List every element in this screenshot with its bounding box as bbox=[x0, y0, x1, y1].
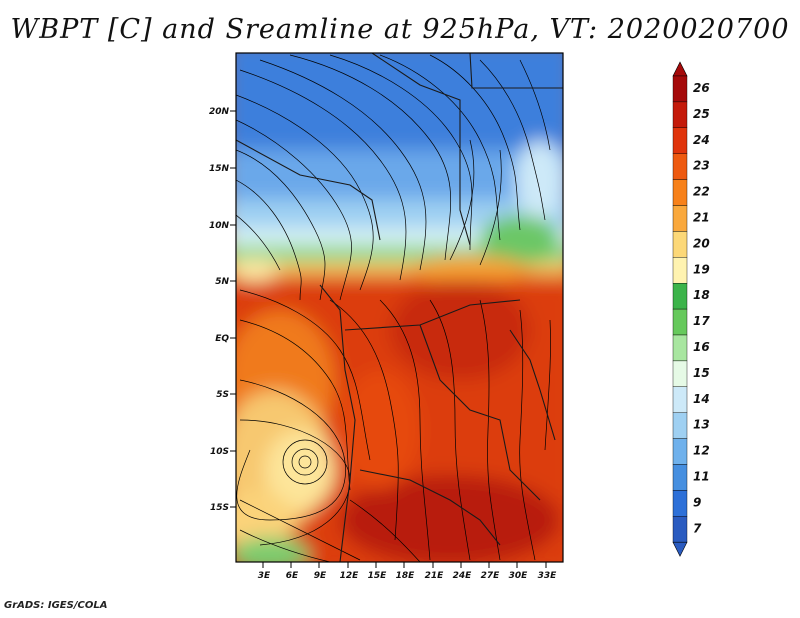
colorbar-swatch bbox=[672, 101, 688, 129]
lon-label: 3E bbox=[258, 571, 271, 581]
colorbar-label: 12 bbox=[693, 444, 710, 458]
colorbar-label: 26 bbox=[693, 81, 710, 95]
lon-label: 21E bbox=[425, 571, 445, 581]
colorbar-label: 16 bbox=[693, 340, 710, 354]
colorbar-label: 24 bbox=[693, 133, 710, 147]
colorbar-label: 14 bbox=[693, 392, 710, 406]
latitude-axis: 20N 15N 10N 5N EQ 5S 10S 15S bbox=[209, 107, 236, 513]
colorbar-label: 18 bbox=[693, 288, 710, 302]
lat-label: 10S bbox=[210, 447, 229, 457]
colorbar-swatch bbox=[672, 257, 688, 284]
colorbar-label: 17 bbox=[693, 314, 710, 328]
colorbar-swatch bbox=[672, 205, 688, 232]
colorbar-label: 23 bbox=[693, 159, 710, 173]
colorbar-swatch bbox=[672, 490, 688, 517]
colorbar-swatch bbox=[672, 153, 688, 180]
colorbar-swatch bbox=[672, 231, 688, 258]
colorbar-label: 15 bbox=[693, 366, 710, 380]
lon-label: 6E bbox=[286, 571, 299, 581]
wbpt-field bbox=[236, 53, 563, 562]
lat-label: 5S bbox=[216, 390, 229, 400]
lon-label: 9E bbox=[314, 571, 327, 581]
lat-label: 15N bbox=[209, 164, 230, 174]
country-borders bbox=[236, 53, 563, 562]
colorbar-label: 25 bbox=[693, 107, 710, 121]
colorbar-swatch bbox=[672, 464, 688, 491]
colorbar-swatch bbox=[672, 179, 688, 206]
colorbar-swatch bbox=[672, 412, 688, 439]
colorbar-swatch bbox=[672, 283, 688, 310]
colorbar-swatch bbox=[672, 308, 688, 336]
colorbar-label: 22 bbox=[693, 185, 710, 199]
colorbar-swatch bbox=[672, 360, 688, 387]
lon-label: 24E bbox=[453, 571, 473, 581]
map-title: WBPT [C] and Sreamline at 925hPa, VT: 20… bbox=[10, 14, 790, 45]
lat-label: 15S bbox=[210, 503, 229, 513]
colorbar-label: 20 bbox=[693, 236, 710, 250]
lat-label: EQ bbox=[215, 334, 229, 344]
colorbar-label: 21 bbox=[693, 211, 710, 225]
colorbar-label: 13 bbox=[693, 418, 710, 432]
colorbar-label: 9 bbox=[693, 495, 701, 509]
lon-label: 27E bbox=[481, 571, 501, 581]
map-frame bbox=[235, 52, 564, 563]
lon-label: 12E bbox=[340, 571, 360, 581]
colorbar-swatch bbox=[672, 334, 688, 362]
colorbar-label: 11 bbox=[693, 470, 710, 484]
lat-label: 20N bbox=[209, 107, 230, 117]
colorbar-swatch bbox=[672, 75, 688, 103]
lat-label: 10N bbox=[209, 221, 230, 231]
colorbar-label: 19 bbox=[693, 262, 710, 276]
colorbar-swatch bbox=[672, 438, 688, 465]
colorbar-max-arrow bbox=[672, 61, 688, 77]
streamlines bbox=[236, 54, 551, 562]
colorbar-swatch bbox=[672, 516, 688, 543]
longitude-axis: 3E 6E 9E 12E 15E 18E 21E 24E 27E 30E 33E bbox=[258, 562, 557, 581]
lon-label: 33E bbox=[538, 571, 558, 581]
colorbar: 26 25 24 23 22 21 20 19 18 17 16 15 14 13 12 11 9 7 bbox=[672, 61, 710, 557]
colorbar-label: 7 bbox=[693, 521, 702, 535]
footer-credit: GrADS: IGES/COLA bbox=[4, 600, 108, 611]
colorbar-swatch bbox=[672, 127, 688, 154]
lon-label: 18E bbox=[396, 571, 416, 581]
lat-label: 5N bbox=[215, 277, 229, 287]
colorbar-min-arrow bbox=[672, 541, 688, 557]
lon-label: 15E bbox=[368, 571, 388, 581]
lon-label: 30E bbox=[509, 571, 529, 581]
colorbar-swatch bbox=[672, 386, 688, 413]
